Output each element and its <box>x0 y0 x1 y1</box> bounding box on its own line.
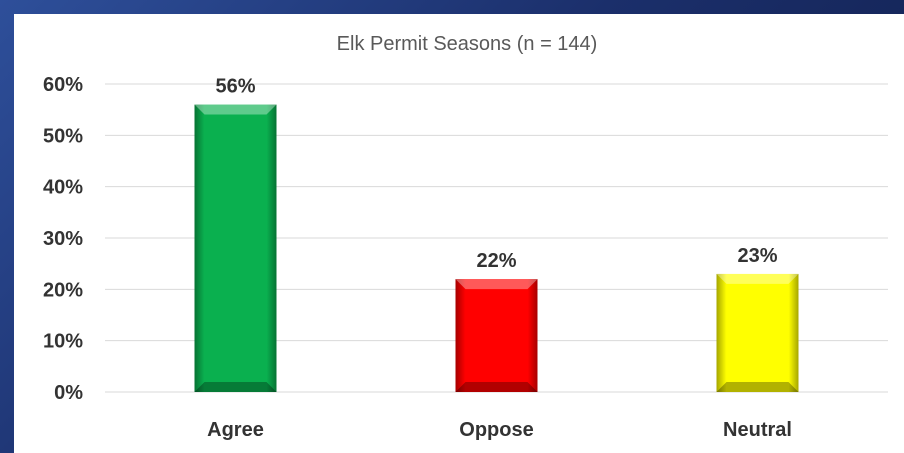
bars <box>194 104 799 393</box>
y-tick-label: 20% <box>43 279 83 301</box>
bar-bevel-top <box>194 104 277 115</box>
data-label: 22% <box>476 250 516 272</box>
bar-bevel-bottom <box>455 382 538 392</box>
y-tick-label: 30% <box>43 228 83 250</box>
y-axis-ticks: 0% 10% 20% 30% 40% 50% 60% <box>43 74 83 404</box>
y-tick-label: 50% <box>43 125 83 147</box>
bar-agree <box>194 104 277 393</box>
bar-oppose <box>455 279 538 392</box>
bar-bevel-shade <box>455 279 538 392</box>
bar-bevel-bottom <box>194 382 277 392</box>
bar-bevel-shade <box>194 104 277 393</box>
bar-bevel-top <box>716 273 799 284</box>
x-category-label: Agree <box>207 419 264 441</box>
x-category-label: Oppose <box>459 419 533 441</box>
bar-bevel-shade <box>716 273 799 392</box>
bar-bevel-bottom <box>716 382 799 392</box>
data-label: 56% <box>215 76 255 98</box>
y-tick-label: 10% <box>43 331 83 353</box>
x-category-label: Neutral <box>723 419 792 441</box>
data-labels: 56% 22% 23% <box>215 76 777 273</box>
y-tick-label: 0% <box>54 382 83 404</box>
y-tick-label: 60% <box>43 74 83 96</box>
x-axis-categories: Agree Oppose Neutral <box>207 419 792 441</box>
bar-neutral <box>716 273 799 392</box>
data-label: 23% <box>737 245 777 267</box>
y-tick-label: 40% <box>43 177 83 199</box>
chart-title: Elk Permit Seasons (n = 144) <box>337 33 598 55</box>
bar-bevel-top <box>455 279 538 290</box>
